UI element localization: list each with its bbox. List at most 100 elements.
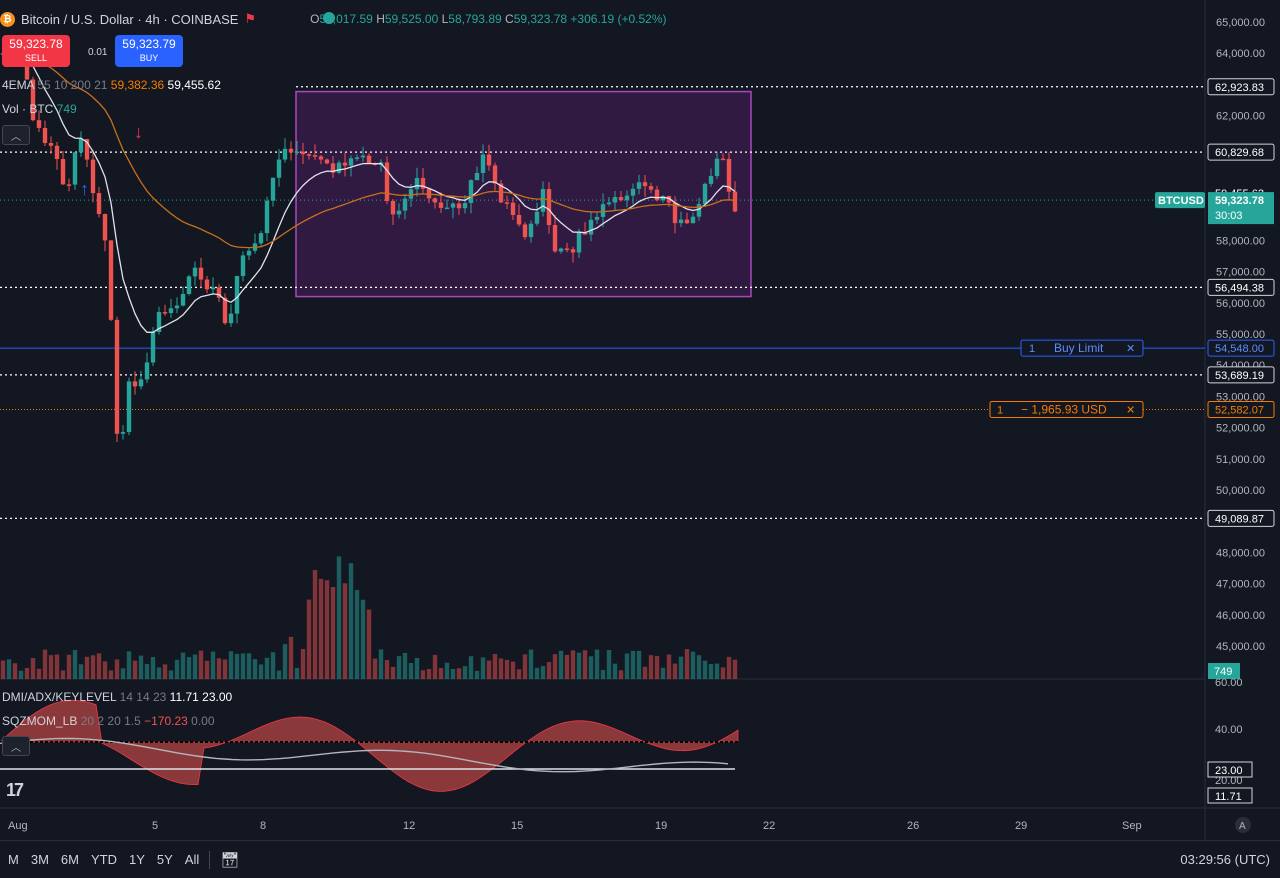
range-m[interactable]: M [8, 852, 19, 867]
volume-bar [540, 666, 546, 679]
candle-body [390, 201, 396, 215]
buy-button[interactable]: 59,323.79 BUY [115, 35, 183, 67]
candle-body [636, 182, 642, 189]
date-range-calendar-icon[interactable]: 📅︎ [220, 851, 240, 869]
candle-body [534, 211, 540, 224]
range-5y[interactable]: 5Y [156, 852, 173, 867]
candle-body [306, 154, 312, 156]
candle-body [384, 162, 390, 202]
time-axis-label: 12 [403, 820, 415, 832]
key-level-price-label: 53,689.19 [1215, 370, 1264, 382]
utc-clock[interactable]: 03:29:56 (UTC) [1180, 852, 1270, 867]
candle-body [180, 294, 186, 306]
buy-limit-close-icon[interactable]: ✕ [1126, 343, 1135, 355]
auto-scale-label: A [1239, 821, 1246, 832]
volume-bar [528, 649, 534, 679]
range-3m[interactable]: 3M [30, 852, 49, 867]
buy-limit-order-box [1020, 339, 1144, 357]
candle-body [54, 145, 60, 160]
volume-bar [720, 667, 726, 679]
candle-body [558, 248, 564, 252]
candle-body [510, 202, 516, 215]
adx-line [0, 737, 729, 773]
candle-body [678, 219, 684, 224]
candle-body [78, 139, 84, 153]
candle-body [312, 155, 318, 157]
candle-body [288, 148, 294, 153]
price-axis-label: 53,000.00 [1216, 391, 1265, 403]
volume-bar [0, 660, 6, 679]
candle-body [282, 148, 288, 160]
candle-body [102, 214, 108, 241]
price-axis-label: 58,000.00 [1216, 235, 1265, 247]
volume-bar [570, 650, 576, 679]
volume-bar [156, 667, 162, 679]
volume-bar [618, 670, 624, 679]
volume-bar [378, 649, 384, 679]
candle-body [336, 162, 342, 173]
candle-body [408, 189, 414, 199]
candle-body [258, 233, 264, 244]
candle-body [444, 207, 450, 210]
candle-body [210, 287, 216, 290]
flag-icon[interactable]: ⚑ [244, 11, 257, 26]
range-ytd[interactable]: YTD [90, 852, 117, 867]
collapse-osc-legend-chevron-icon[interactable]: ︿ [2, 736, 30, 756]
price-axis-label: 56,000.00 [1216, 298, 1265, 310]
candle-body [402, 198, 408, 211]
candle-body [522, 224, 528, 238]
candle-body [726, 158, 732, 192]
volume-bar [306, 599, 312, 679]
ema-indicator-legend[interactable]: 4EMA 55 10 200 21 59,382.36 59,455.62 [2, 78, 221, 92]
candle-body [42, 127, 48, 144]
visibility-eye-icon[interactable] [323, 12, 335, 24]
sqzmom-indicator-legend[interactable]: SQZMOM_LB 20 2 20 1.5 −170.23 0.00 [2, 714, 215, 728]
candle-body [342, 162, 348, 166]
volume-bar [204, 660, 210, 679]
ema-fast-line [2, 47, 736, 333]
candle-body [318, 156, 324, 160]
volume-indicator-legend[interactable]: Vol · BTC 749 [2, 102, 77, 116]
osc-axis-label: 60.00 [1215, 677, 1243, 689]
volume-bar [450, 669, 456, 679]
candle-body [168, 308, 174, 313]
position-close-icon[interactable]: ✕ [1126, 404, 1135, 416]
candle-body [300, 151, 306, 155]
range-all[interactable]: All [184, 852, 200, 867]
key-level-price-tag [1207, 143, 1275, 161]
candle-body [360, 155, 366, 158]
volume-bar [36, 668, 42, 679]
range-6m[interactable]: 6M [60, 852, 79, 867]
candle-body [396, 210, 402, 215]
candle-body [276, 159, 282, 178]
auto-scale-button [1235, 817, 1251, 833]
volume-bar [96, 653, 102, 679]
close-value: 59,323.78 [513, 12, 568, 26]
candle-body [234, 276, 240, 314]
range-1y[interactable]: 1Y [128, 852, 145, 867]
dmi-indicator-legend[interactable]: DMI/ADX/KEYLEVEL 14 14 23 11.71 23.00 [2, 690, 233, 704]
sell-button[interactable]: 59,323.78 SELL [2, 35, 70, 67]
volume-bar [276, 670, 282, 679]
symbol-title[interactable]: Bitcoin / U.S. Dollar · 4h · COINBASE [21, 11, 239, 27]
volume-bar [228, 651, 234, 679]
volume-bar [354, 590, 360, 679]
candle-body [450, 203, 456, 208]
volume-bar [444, 662, 450, 679]
candle-body [648, 186, 654, 190]
candle-body [192, 267, 198, 277]
volume-bar [402, 652, 408, 679]
volume-bar [702, 660, 708, 679]
bottom-toolbar: M 3M 6M YTD 1Y 5Y All 📅︎ [0, 840, 1280, 878]
symbol-tag-label: BTCUSD [1158, 195, 1204, 207]
volume-bar [360, 599, 366, 679]
volume-bar [282, 644, 288, 679]
collapse-legend-chevron-icon[interactable]: ︿ [2, 125, 30, 145]
candle-body [216, 287, 222, 298]
key-level-price-label: 49,089.87 [1215, 513, 1264, 525]
volume-bar [516, 669, 522, 679]
volume-bar [198, 650, 204, 679]
volume-bar [582, 650, 588, 679]
volume-bar [660, 667, 666, 679]
